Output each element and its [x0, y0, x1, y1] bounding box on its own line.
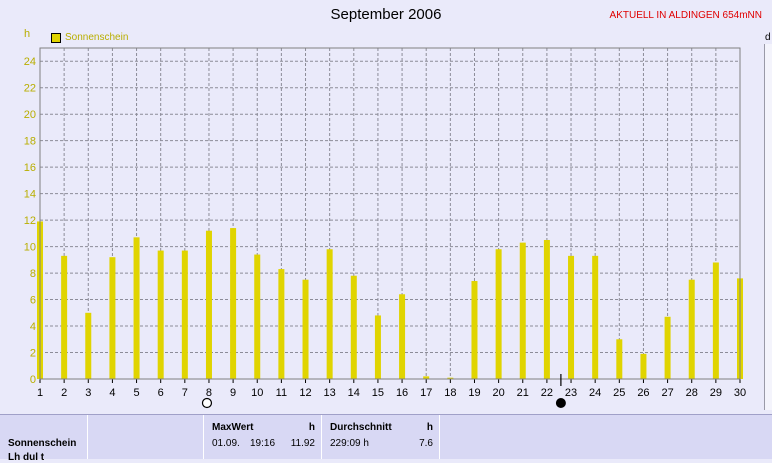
bar-day-7 — [181, 250, 188, 379]
y-tick-label: 10 — [24, 242, 36, 254]
x-tick-label: 28 — [686, 387, 698, 399]
bar-day-15 — [374, 315, 381, 379]
y-tick-label: 14 — [24, 189, 36, 201]
bar-day-17 — [423, 376, 430, 379]
x-tick-label: 7 — [182, 387, 188, 399]
chart-title: September 2006 — [330, 6, 442, 23]
bar-day-20 — [495, 249, 502, 379]
x-tick-label: 10 — [251, 387, 263, 399]
bar-day-5 — [133, 237, 140, 379]
avg-unit: h — [426, 422, 433, 433]
x-tick-label: 2 — [61, 387, 67, 399]
avg-value: 7.6 — [419, 438, 433, 449]
bar-day-24 — [592, 255, 599, 379]
y-tick-label: 2 — [30, 348, 36, 360]
bar-day-9 — [230, 228, 237, 379]
legend-swatch — [51, 32, 61, 43]
bar-day-10 — [254, 254, 261, 379]
x-tick-label: 22 — [541, 387, 553, 399]
full-moon-icon — [201, 397, 213, 409]
x-tick-label: 14 — [348, 387, 360, 399]
x-tick-label: 8 — [206, 387, 212, 399]
bar-day-12 — [302, 279, 309, 379]
max-header: MaxWert — [212, 422, 254, 433]
y-tick-label: 22 — [24, 83, 36, 95]
y-tick-label: 0 — [30, 374, 36, 386]
footer-max-cell: MaxWert h 01.09. 19:16 11.92 — [204, 415, 322, 459]
x-tick-label: 27 — [661, 387, 673, 399]
bar-day-6 — [157, 250, 164, 379]
bar-day-3 — [85, 312, 92, 379]
x-tick-label: 20 — [492, 387, 504, 399]
bar-day-11 — [278, 269, 285, 379]
y-tick-label: 12 — [24, 215, 36, 227]
station-label: AKTUELL IN ALDINGEN 654mNN — [609, 10, 762, 21]
statistics-footer: Sonnenschein Lh dul t MaxWert h 01.09. 1… — [0, 414, 772, 463]
bar-day-18 — [447, 377, 454, 379]
y-tick-label: 8 — [30, 268, 36, 280]
bar-day-16 — [399, 294, 406, 379]
right-edge-label: d — [765, 32, 771, 43]
bar-day-13 — [326, 249, 333, 379]
x-tick-label: 12 — [299, 387, 311, 399]
bar-day-27 — [664, 316, 671, 379]
y-tick-label: 16 — [24, 162, 36, 174]
bar-day-4 — [109, 257, 116, 379]
max-unit: h — [308, 422, 315, 433]
x-tick-label: 29 — [710, 387, 722, 399]
x-tick-label: 4 — [109, 387, 115, 399]
y-tick-label: 18 — [24, 136, 36, 148]
new-moon-icon — [555, 398, 566, 408]
y-tick-label: 24 — [24, 56, 36, 68]
bar-day-8 — [205, 230, 212, 379]
bar-day-26 — [640, 353, 647, 379]
x-tick-label: 18 — [444, 387, 456, 399]
x-tick-label: 17 — [420, 387, 432, 399]
x-tick-label: 30 — [734, 387, 746, 399]
avg-total: 229:09 h — [330, 438, 369, 449]
x-tick-label: 16 — [396, 387, 408, 399]
y-tick-label: 20 — [24, 109, 36, 121]
y-tick-label: 4 — [30, 321, 36, 333]
x-tick-label: 21 — [517, 387, 529, 399]
adjacent-panel-edge — [764, 44, 772, 410]
x-tick-label: 23 — [565, 387, 577, 399]
bar-day-29 — [712, 262, 719, 379]
bar-day-14 — [350, 275, 357, 379]
x-tick-label: 11 — [276, 387, 287, 399]
x-tick-label: 15 — [372, 387, 384, 399]
footer-label-cell: Sonnenschein Lh dul t — [0, 415, 88, 463]
bar-day-23 — [568, 255, 575, 379]
bar-day-21 — [519, 242, 526, 379]
avg-header: Durchschnitt — [330, 422, 392, 433]
y-tick-label: 6 — [30, 295, 36, 307]
y-axis-label: h — [24, 28, 31, 40]
x-tick-label: 5 — [133, 387, 139, 399]
x-tick-label: 6 — [158, 387, 164, 399]
footer-avg-cell: Durchschnitt h 229:09 h 7.6 — [322, 415, 440, 459]
max-date: 01.09. — [212, 438, 240, 449]
bar-day-28 — [688, 279, 695, 379]
bar-day-2 — [61, 255, 68, 379]
bar-day-25 — [616, 339, 623, 379]
x-tick-label: 25 — [613, 387, 625, 399]
x-tick-label: 3 — [85, 387, 91, 399]
x-tick-label: 1 — [37, 387, 43, 399]
footer-empty-cell — [88, 415, 204, 459]
legend-label: Sonnenschein — [65, 32, 129, 43]
legend: Sonnenschein — [51, 32, 128, 43]
plot-border — [39, 47, 741, 380]
max-value: 11.92 — [290, 438, 315, 449]
x-tick-label: 26 — [637, 387, 649, 399]
x-tick-label: 19 — [468, 387, 480, 399]
x-tick-label: 13 — [324, 387, 336, 399]
max-time: 19:16 — [250, 438, 276, 449]
x-tick-label: 24 — [589, 387, 601, 399]
x-tick-label: 9 — [230, 387, 236, 399]
bar-day-19 — [471, 281, 478, 379]
bar-day-22 — [543, 239, 550, 379]
footer-row-label: Sonnenschein — [8, 438, 77, 449]
